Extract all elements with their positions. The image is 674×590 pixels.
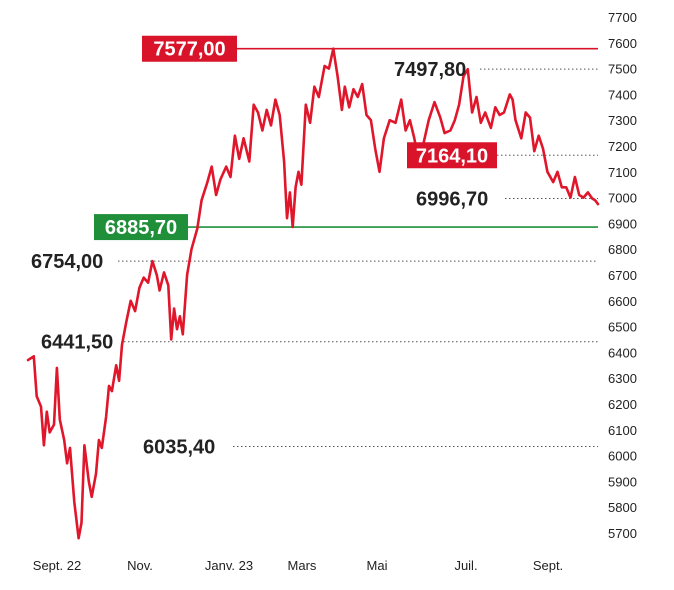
y-tick-label: 7100 (608, 165, 637, 180)
y-tick-label: 7700 (608, 10, 637, 25)
y-tick-label: 6100 (608, 423, 637, 438)
y-tick-label: 5900 (608, 474, 637, 489)
annotation-label: 7497,80 (394, 59, 466, 81)
y-tick-label: 7200 (608, 139, 637, 154)
x-tick-label: Juil. (454, 558, 477, 573)
x-tick-label: Janv. 23 (205, 558, 253, 573)
y-tick-label: 5700 (608, 526, 637, 541)
y-tick-label: 6700 (608, 268, 637, 283)
y-axis: 5700 5800 5900 6000 6100 6200 6300 6400 6500 6600… (608, 10, 637, 541)
annotation-label: 6885,70 (105, 217, 177, 239)
y-tick-label: 6000 (608, 449, 637, 464)
x-axis: Sept. 22 Nov. Janv. 23 Mars Mai Juil. Sept. (33, 558, 563, 573)
value-annotations: 7577,00 7497,80 7164,10 6996,70 6885,706754,… (31, 35, 497, 458)
y-tick-label: 7500 (608, 62, 637, 77)
y-tick-label: 7600 (608, 36, 637, 51)
y-tick-label: 5800 (608, 500, 637, 515)
y-tick-label: 7400 (608, 87, 637, 102)
y-tick-label: 6400 (608, 345, 637, 360)
y-tick-label: 6600 (608, 294, 637, 309)
x-tick-label: Sept. 22 (33, 558, 81, 573)
x-tick-label: Mars (288, 558, 317, 573)
annotation-label: 6754,00 (31, 251, 103, 273)
annotation-label: 7164,10 (416, 145, 488, 167)
annotation-label: 6996,70 (416, 188, 488, 210)
reference-lines (118, 47, 598, 447)
annotation-label: 7577,00 (153, 39, 225, 61)
series-layer (26, 47, 600, 540)
y-tick-label: 6300 (608, 371, 637, 386)
annotation-label: 6441,50 (41, 332, 113, 354)
y-tick-label: 7300 (608, 113, 637, 128)
annotation-box (407, 142, 497, 169)
y-tick-label: 7000 (608, 191, 637, 206)
y-tick-label: 6200 (608, 397, 637, 412)
series-line (26, 47, 600, 540)
y-tick-label: 6900 (608, 216, 637, 231)
annotation-label: 6035,40 (143, 436, 215, 458)
annotation-box (94, 214, 188, 241)
x-tick-label: Sept. (533, 558, 563, 573)
x-tick-label: Nov. (127, 558, 153, 573)
y-tick-label: 6500 (608, 320, 637, 335)
x-tick-label: Mai (367, 558, 388, 573)
annotation-box (142, 35, 237, 62)
y-tick-label: 6800 (608, 242, 637, 257)
